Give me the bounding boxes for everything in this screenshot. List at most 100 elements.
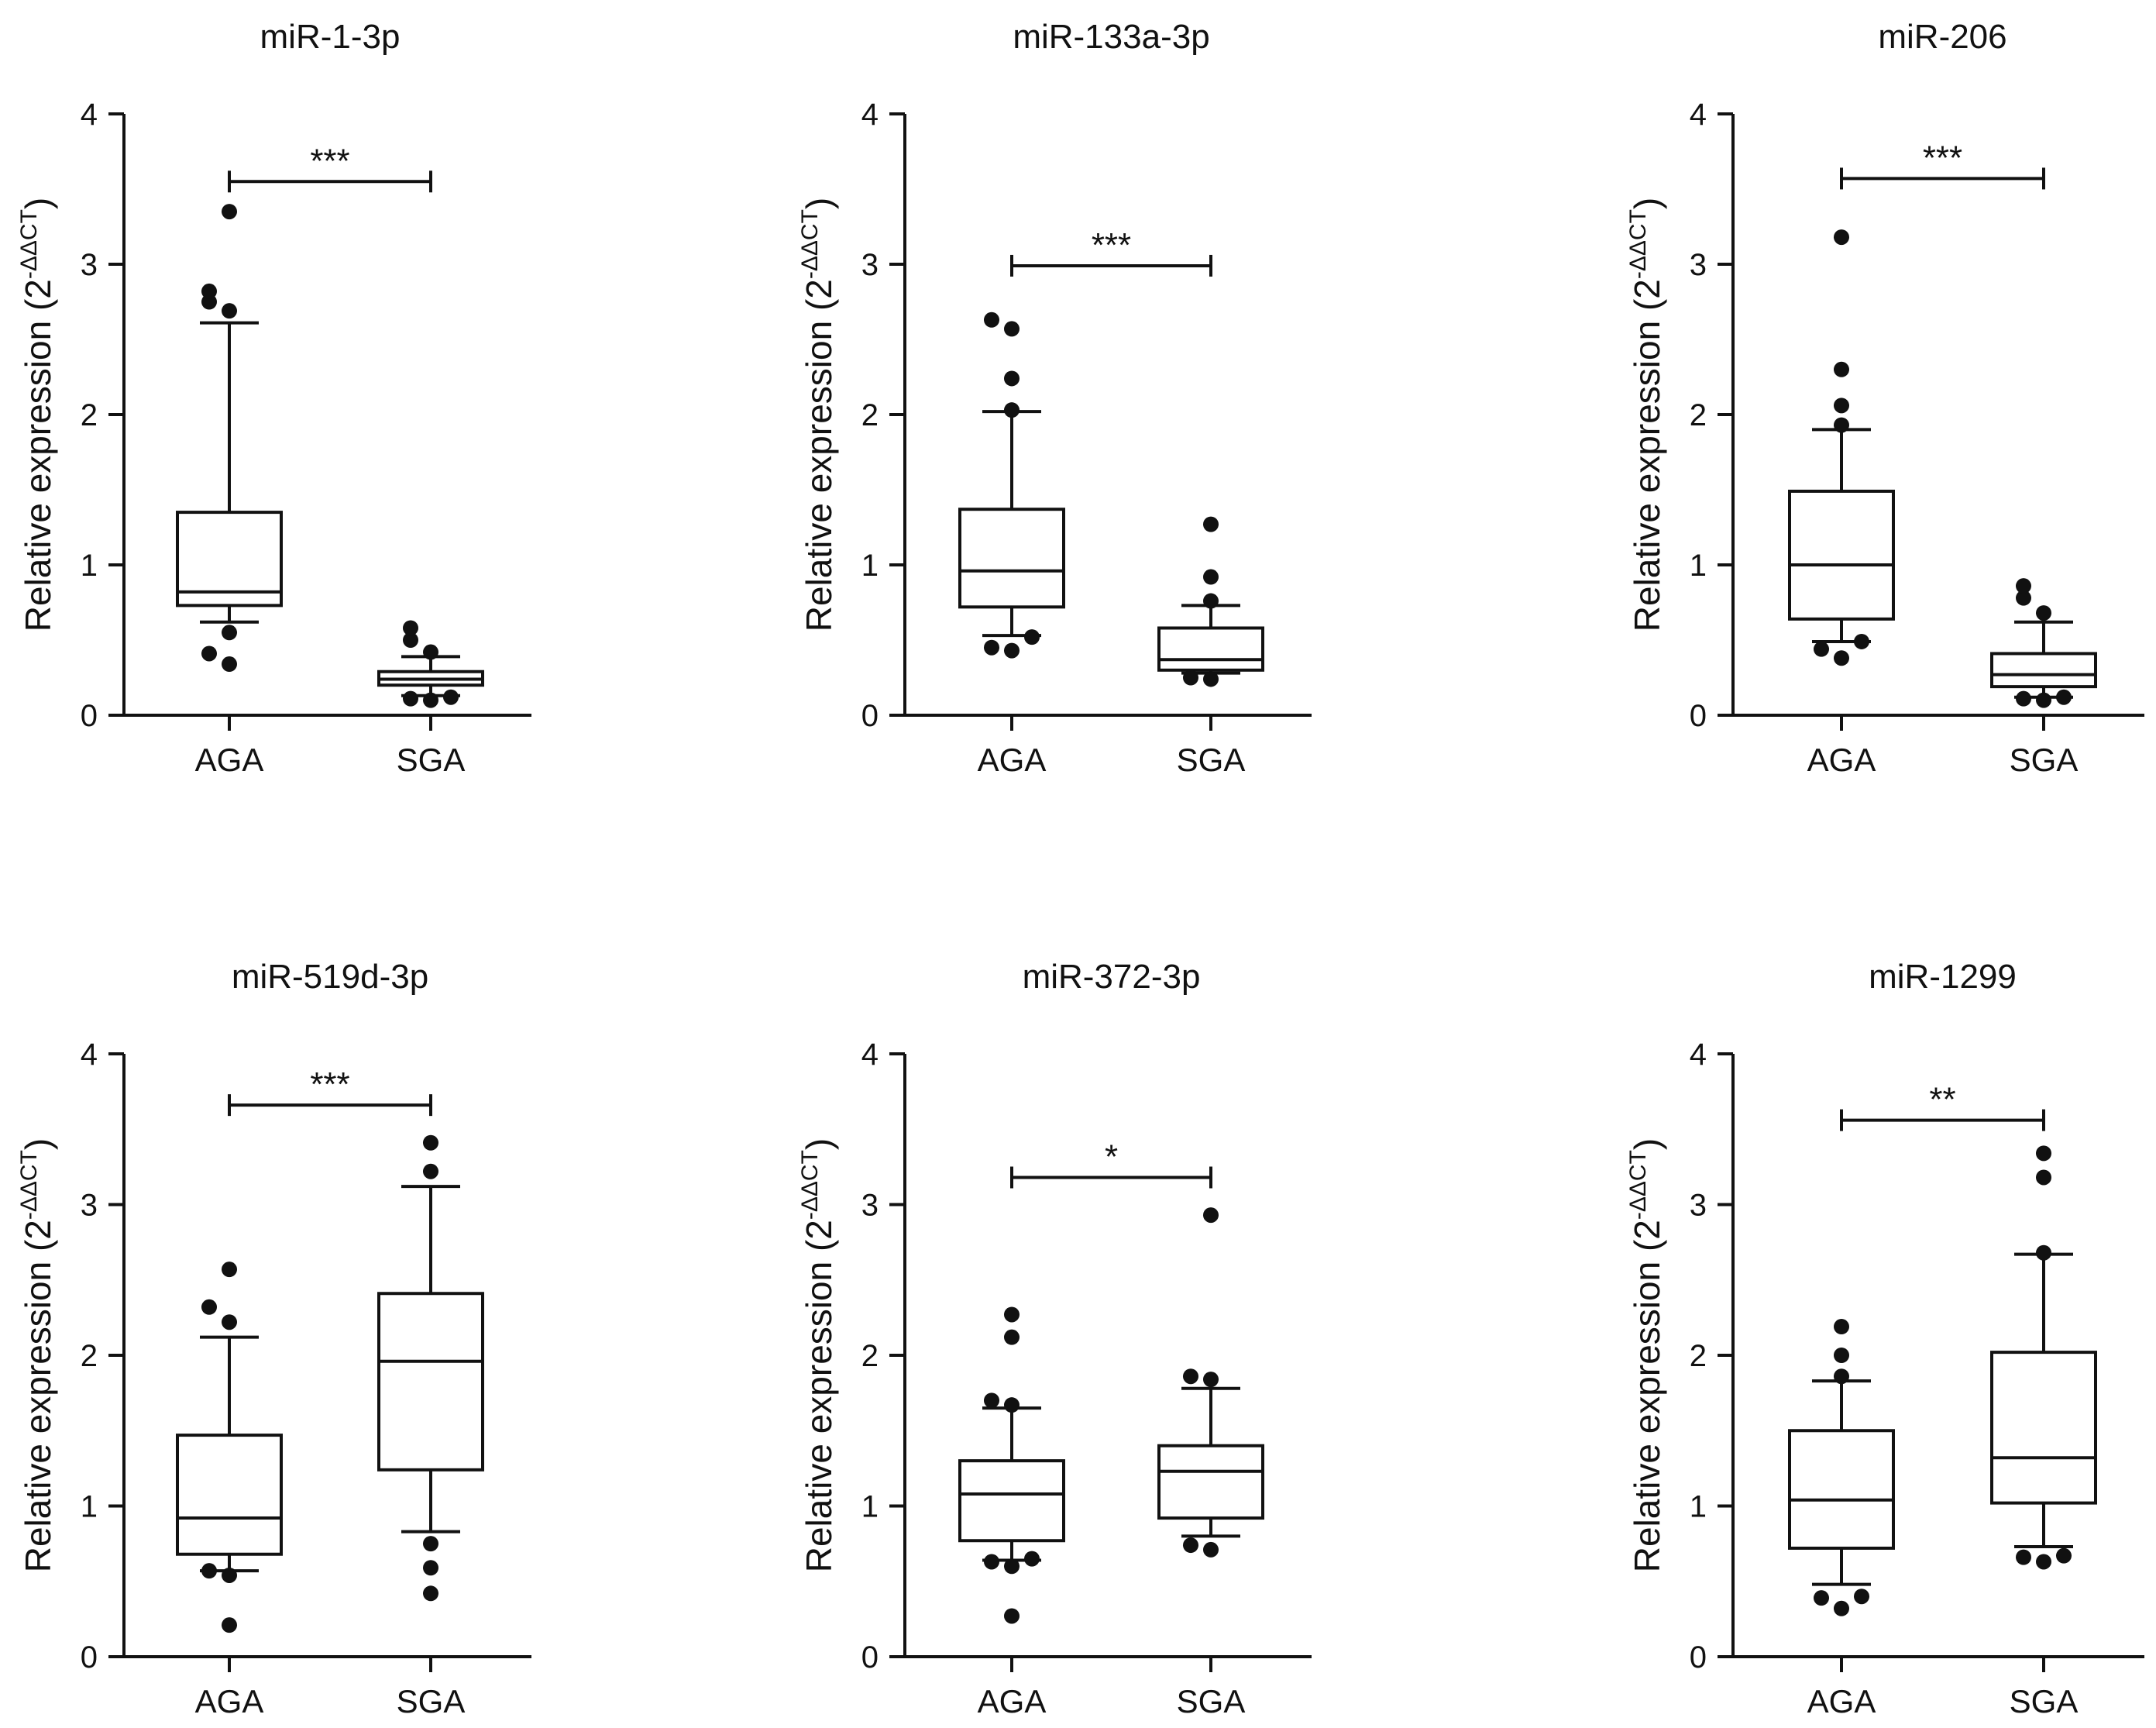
x-tick-label: AGA — [978, 1683, 1047, 1719]
significance-bracket: *** — [1010, 226, 1212, 277]
box-sga — [377, 1134, 484, 1602]
outlier-point — [1203, 516, 1219, 532]
outlier-point — [1183, 1368, 1198, 1385]
y-tick-label: 4 — [861, 1038, 879, 1072]
y-tick-label: 2 — [1690, 398, 1707, 432]
chart-title: miR-1299 — [1869, 958, 2017, 996]
y-axis-label: Relative expression (2-ΔΔCT) — [1625, 198, 1667, 632]
outlier-point — [403, 632, 418, 648]
significance-label: *** — [310, 1065, 349, 1103]
outlier-point — [1203, 1541, 1219, 1558]
y-tick-label: 3 — [861, 248, 879, 282]
outlier-point — [1834, 1319, 1849, 1335]
outlier-point — [2056, 1547, 2072, 1564]
outlier-point — [1024, 629, 1040, 645]
y-tick-label: 3 — [81, 1189, 98, 1223]
box-sga — [1157, 516, 1264, 687]
outlier-point — [1834, 361, 1849, 377]
y-tick-label: 4 — [81, 1038, 98, 1072]
box-aga — [958, 312, 1065, 659]
significance-label: *** — [1923, 139, 1962, 177]
outlier-point — [1183, 1537, 1198, 1554]
y-tick-label: 4 — [1690, 1038, 1707, 1072]
outlier-point — [1004, 402, 1020, 418]
chart-panel-4: miR-519d-3p 0 1 2 3 4 Relative expression (2-Δ… — [16, 958, 531, 1719]
y-tick-label: 4 — [1690, 98, 1707, 132]
y-tick-label: 0 — [1690, 699, 1707, 733]
outlier-point — [1834, 650, 1849, 666]
outlier-point — [1834, 398, 1849, 414]
outlier-point — [222, 204, 237, 220]
outlier-point — [2056, 689, 2072, 705]
chart-panel-2: miR-133a-3p 0 1 2 3 4 Relative expression (2-Δ… — [797, 18, 1312, 778]
outlier-point — [1004, 1329, 1020, 1345]
outlier-point — [984, 639, 999, 656]
outlier-point — [2036, 1244, 2051, 1261]
outlier-point — [1203, 1372, 1219, 1388]
y-tick-label: 2 — [81, 1339, 98, 1373]
y-tick-label: 3 — [861, 1189, 879, 1223]
outlier-point — [2016, 690, 2031, 707]
outlier-point — [403, 690, 418, 707]
outlier-point — [2036, 1169, 2051, 1186]
y-axis-label: Relative expression (2-ΔΔCT) — [797, 198, 839, 632]
significance-bracket: * — [1010, 1138, 1212, 1189]
x-tick-label: AGA — [195, 1683, 264, 1719]
significance-label: ** — [1929, 1081, 1955, 1119]
y-tick-label: 1 — [1690, 1490, 1707, 1524]
outlier-point — [1854, 633, 1869, 649]
outlier-point — [423, 1536, 438, 1552]
outlier-point — [222, 1262, 237, 1278]
outlier-point — [1004, 1397, 1020, 1413]
y-tick-label: 1 — [861, 549, 879, 583]
outlier-point — [1004, 642, 1020, 659]
y-axis-label: Relative expression (2-ΔΔCT) — [16, 1138, 58, 1573]
y-tick-label: 0 — [861, 1640, 879, 1675]
box-sga — [1157, 1207, 1264, 1558]
iqr-box — [1788, 489, 1895, 621]
outlier-point — [2036, 605, 2051, 621]
outlier-point — [222, 1617, 237, 1633]
x-tick-label: AGA — [1807, 1683, 1876, 1719]
significance-label: *** — [310, 142, 349, 180]
box-sga — [1990, 1145, 2097, 1570]
outlier-point — [423, 1560, 438, 1576]
chart-panel-1: miR-1-3p 0 1 2 3 4 Relative expression (2-ΔΔCT… — [16, 18, 531, 778]
chart-title: miR-133a-3p — [1013, 18, 1209, 56]
x-tick-label: SGA — [1177, 1683, 1246, 1719]
outlier-point — [201, 645, 217, 662]
iqr-box — [958, 508, 1065, 609]
x-tick-label: AGA — [195, 742, 264, 778]
y-axis-label: Relative expression (2-ΔΔCT) — [1625, 1138, 1667, 1573]
significance-bracket: *** — [228, 142, 432, 193]
y-tick-label: 0 — [81, 1640, 98, 1675]
x-tick-label: SGA — [1177, 742, 1246, 778]
outlier-point — [2036, 1145, 2051, 1162]
x-tick-label: SGA — [2010, 1683, 2079, 1719]
iqr-box — [176, 511, 283, 608]
outlier-point — [2036, 1554, 2051, 1570]
y-tick-label: 1 — [81, 549, 98, 583]
chart-title: miR-206 — [1878, 18, 2006, 56]
box-aga — [958, 1306, 1065, 1624]
outlier-point — [222, 303, 237, 319]
y-tick-label: 2 — [861, 1339, 879, 1373]
outlier-point — [1004, 321, 1020, 337]
outlier-point — [201, 1299, 217, 1315]
outlier-point — [2016, 1549, 2031, 1565]
outlier-point — [1183, 670, 1198, 686]
outlier-point — [1834, 417, 1849, 433]
iqr-box — [1157, 1444, 1264, 1520]
outlier-point — [423, 644, 438, 660]
outlier-point — [1203, 1207, 1219, 1224]
chart-panel-5: miR-372-3p 0 1 2 3 4 Relative expression (2-ΔΔ… — [797, 958, 1312, 1719]
outlier-point — [222, 1567, 237, 1583]
outlier-point — [1834, 229, 1849, 246]
box-sga — [1990, 578, 2097, 708]
outlier-point — [1203, 671, 1219, 687]
outlier-point — [1004, 1608, 1020, 1624]
outlier-point — [222, 656, 237, 673]
y-tick-label: 3 — [1690, 248, 1707, 282]
chart-title: miR-372-3p — [1023, 958, 1201, 996]
